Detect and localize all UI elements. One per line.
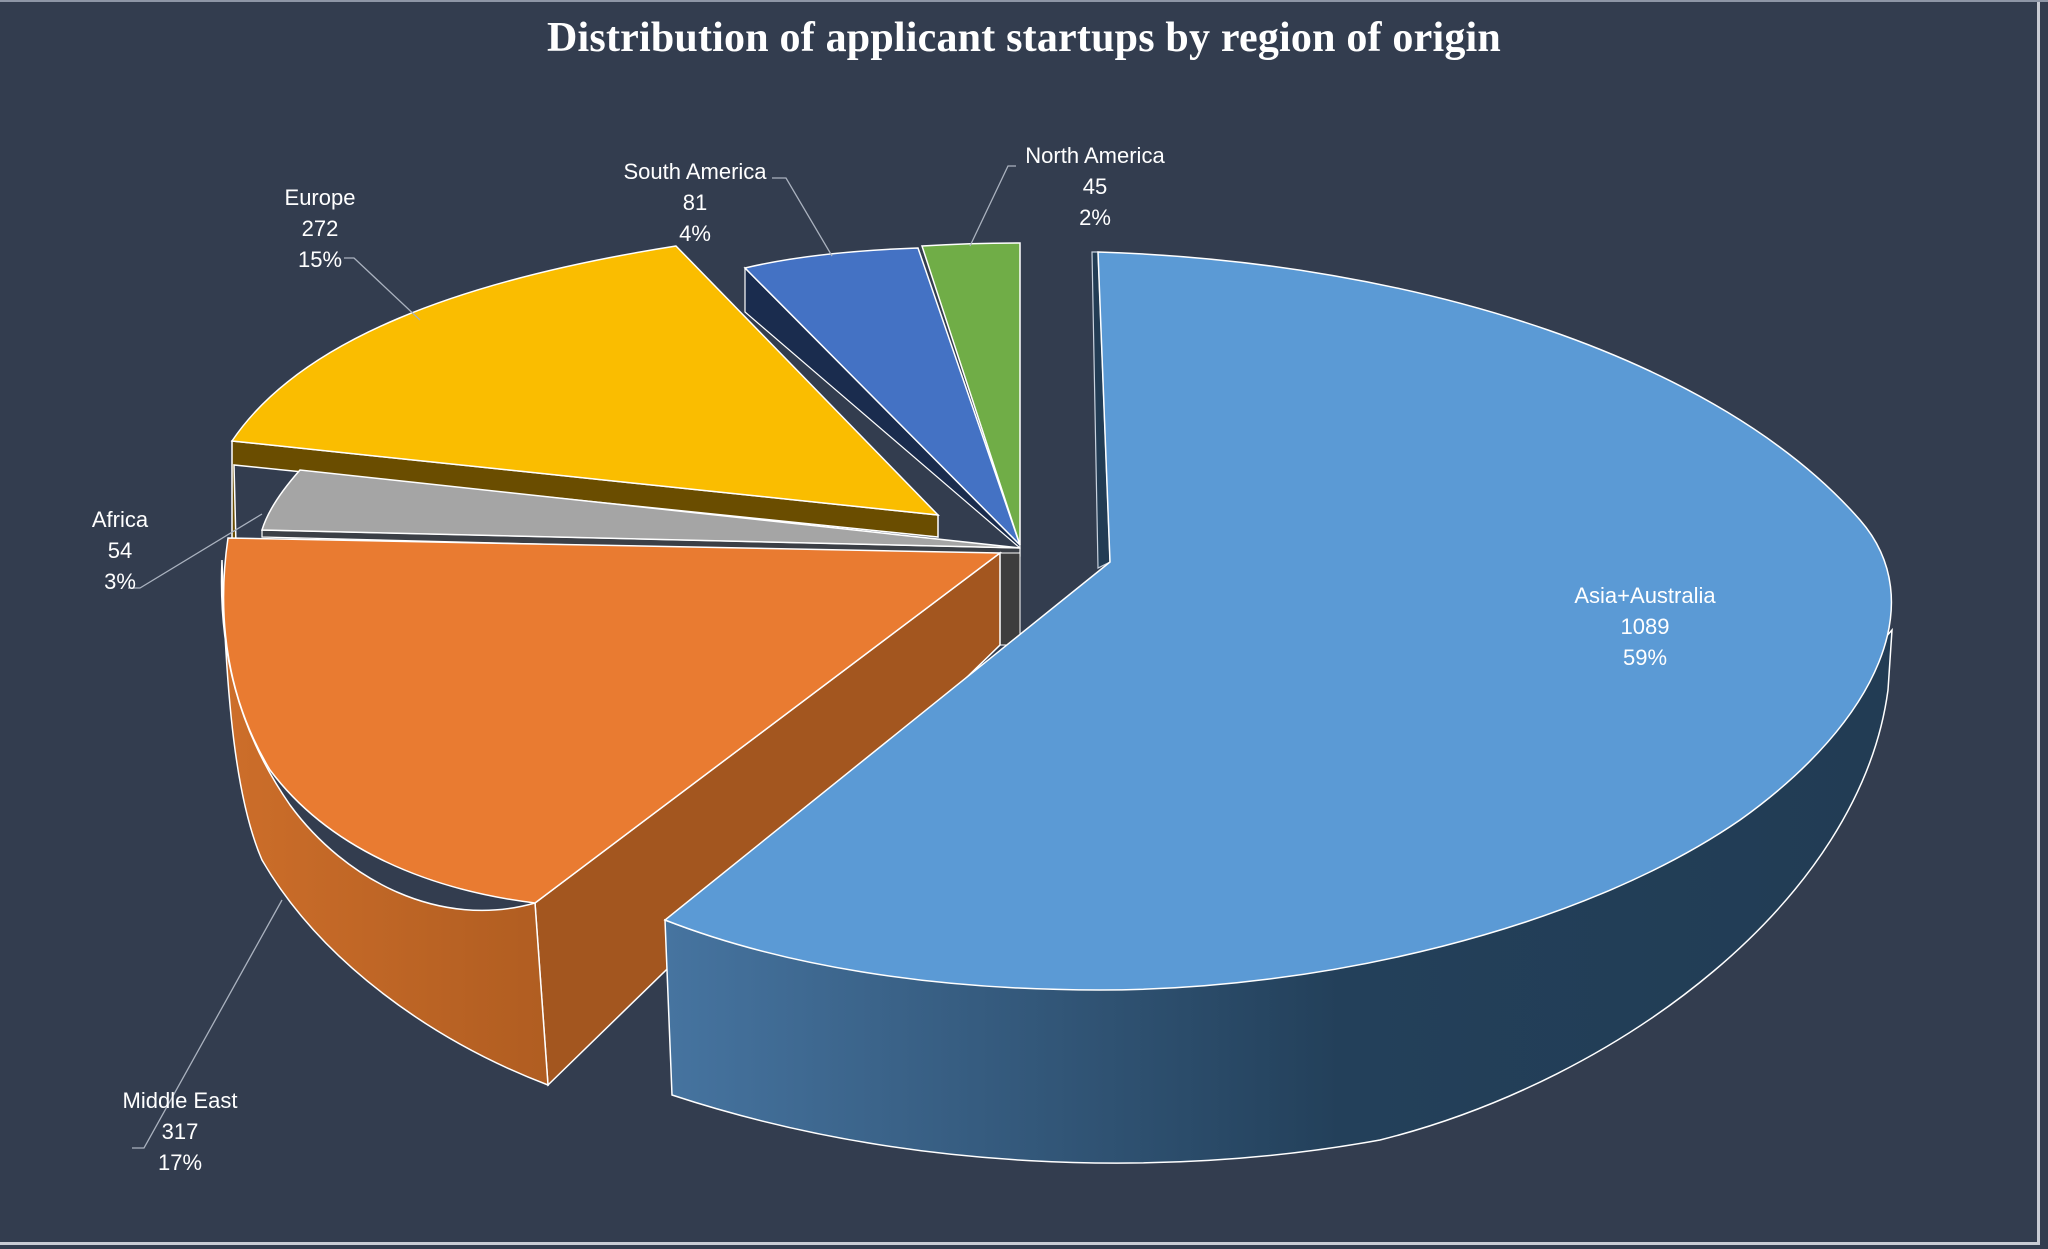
label-middle-east: Middle East 317 17% <box>122 1088 238 1175</box>
label-europe: Europe 272 15% <box>284 185 356 272</box>
leader-lines <box>128 165 1016 1149</box>
slice-asia-australia[interactable] <box>663 251 1893 1164</box>
top-border <box>0 0 2048 2</box>
label-south-america: South America 81 4% <box>623 159 767 246</box>
slice-south-america[interactable] <box>743 247 1021 550</box>
label-north-america: North America 45 2% <box>1025 143 1165 230</box>
slice-north-america[interactable] <box>920 242 1021 546</box>
chart-title: Distribution of applicant startups by re… <box>547 15 1501 61</box>
label-africa: Africa 54 3% <box>91 507 149 594</box>
slice-middle-east[interactable] <box>220 537 1003 1087</box>
label-asia-australia: Asia+Australia 1089 59% <box>1574 583 1716 670</box>
